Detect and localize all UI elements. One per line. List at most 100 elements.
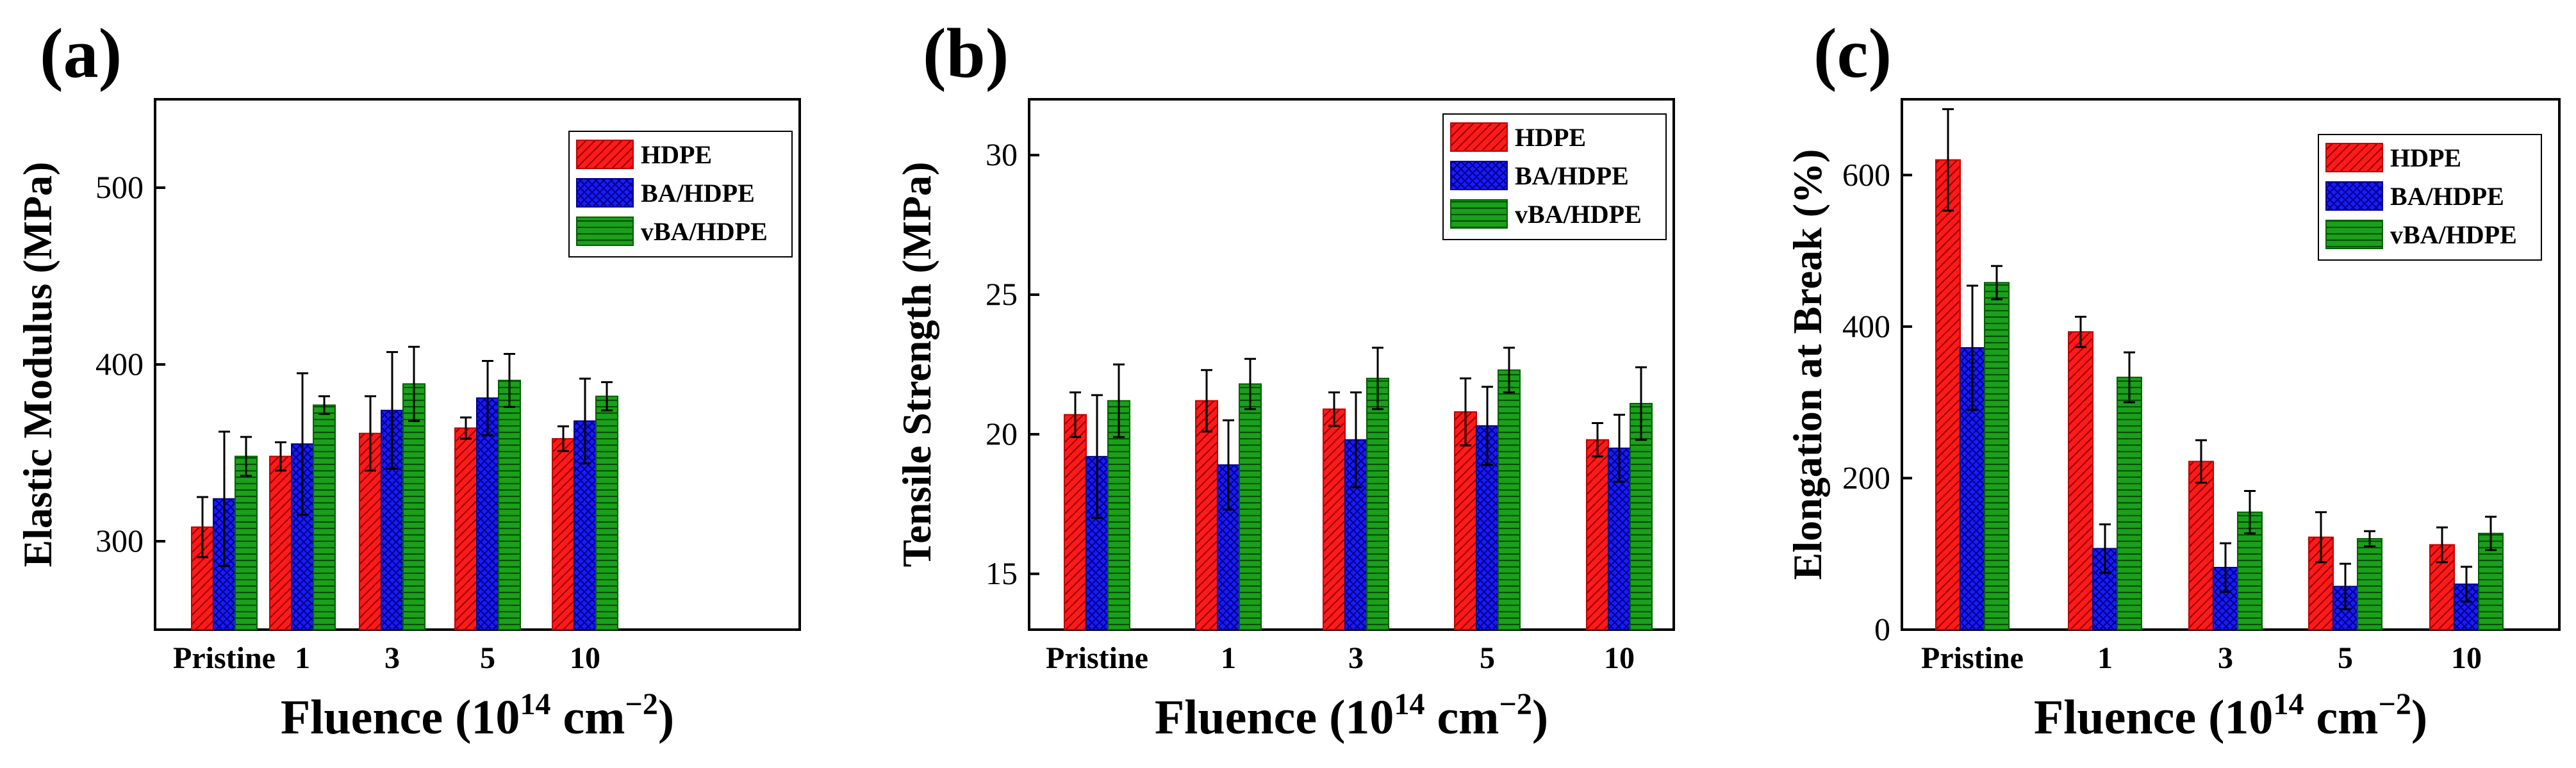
error-bar <box>365 395 376 472</box>
legend-swatch <box>576 178 634 208</box>
bar <box>1498 369 1521 630</box>
legend-label: HDPE <box>1515 123 1586 152</box>
error-bar <box>275 441 286 472</box>
legend-label: BA/HDPE <box>1515 161 1629 190</box>
error-bar <box>1069 391 1081 438</box>
x-tick-label: Pristine <box>173 641 276 675</box>
error-bar <box>2315 511 2327 564</box>
error-bar <box>2220 542 2231 593</box>
x-tick-label: 1 <box>295 641 310 675</box>
bar <box>2117 377 2142 630</box>
panel-b-ylabel: Tensile Strength (MPa) <box>894 162 939 568</box>
error-bar <box>2195 439 2207 484</box>
bar <box>1195 400 1218 631</box>
error-bar <box>1482 386 1493 466</box>
legend-swatch <box>2325 181 2383 211</box>
panel-b-xticks: Pristine 1 3 5 10 <box>1046 641 1635 675</box>
bar <box>1239 383 1262 630</box>
legend-swatch <box>576 217 634 246</box>
bar <box>2068 331 2093 630</box>
panel-a-xlabel: Fluence (1014 cm−2) <box>281 687 674 744</box>
error-bar <box>2099 523 2111 574</box>
error-bar <box>2244 490 2256 535</box>
panel-c-bars <box>1935 108 2504 631</box>
x-tick-label: 1 <box>2097 641 2113 675</box>
bar <box>1630 403 1653 630</box>
bar <box>2188 461 2214 630</box>
panel-a-bars <box>191 345 618 631</box>
error-bar <box>318 395 330 415</box>
bar <box>552 437 575 630</box>
bar <box>1366 377 1389 631</box>
x-tick-label: 5 <box>2338 641 2353 675</box>
error-bar <box>2461 566 2472 603</box>
error-bar <box>197 496 208 559</box>
error-bar <box>504 352 515 408</box>
error-bar <box>1614 413 1625 483</box>
error-bar <box>2436 526 2448 564</box>
legend-label: BA/HDPE <box>641 179 755 208</box>
y-tick-label: 20 <box>986 416 1018 452</box>
x-tick-label: 10 <box>1604 641 1635 675</box>
x-tick-label: 3 <box>384 641 400 675</box>
panel-a-yticks: 300 400 500 <box>95 169 165 559</box>
error-bar <box>2364 530 2375 548</box>
panel-b-xlabel: Fluence (1014 cm−2) <box>1155 687 1548 744</box>
y-tick-label: 15 <box>986 555 1018 591</box>
error-bar <box>2485 516 2497 551</box>
bar <box>269 455 292 631</box>
error-bar <box>1350 391 1362 489</box>
bar <box>1064 414 1087 630</box>
bar <box>313 404 336 630</box>
bar <box>1107 400 1130 631</box>
bar <box>1586 439 1609 630</box>
bar <box>454 427 477 630</box>
error-bar <box>240 436 252 477</box>
error-bar <box>1592 422 1603 458</box>
y-tick-label: 400 <box>1842 308 1890 344</box>
legend-swatch <box>576 140 634 169</box>
error-bar <box>1460 377 1471 446</box>
bar <box>498 379 521 631</box>
legend-swatch <box>1450 122 1508 152</box>
bar <box>1984 282 2010 631</box>
error-bar <box>386 351 398 470</box>
error-bar <box>2075 315 2086 348</box>
panel-a-ylabel: Elastic Modulus (MPa) <box>15 162 60 568</box>
panel-c-ylabel: Elongation at Break (%) <box>1785 149 1830 580</box>
panel-a-label: (a) <box>40 14 122 92</box>
y-tick-label: 500 <box>95 169 144 205</box>
x-tick-label: 3 <box>2218 641 2233 675</box>
error-bar <box>1967 284 1978 411</box>
legend-swatch <box>1450 161 1508 190</box>
error-bar <box>1201 369 1212 433</box>
x-tick-label: 10 <box>2451 641 2482 675</box>
error-bar <box>579 377 591 465</box>
error-bar <box>1091 394 1103 519</box>
panel-a-legend: HDPE BA/HDPE vBA/HDPE <box>568 131 793 257</box>
panel-c-xticks: Pristine 1 3 5 10 <box>1921 641 2482 675</box>
panel-b-bars <box>1064 347 1653 631</box>
x-tick-label: 3 <box>1348 641 1364 675</box>
x-tick-label: 1 <box>1221 641 1236 675</box>
panel-b-yticks: 15 20 25 30 <box>986 136 1039 591</box>
y-tick-label: 25 <box>986 276 1018 312</box>
panel-c: (c) Elongation at Break (%) 0 200 400 600 P… <box>1785 14 2561 744</box>
error-bar <box>460 416 472 440</box>
legend-label: vBA/HDPE <box>1515 200 1642 229</box>
legend-label: BA/HDPE <box>2390 182 2504 211</box>
legend-label: HDPE <box>2390 143 2461 172</box>
x-tick-label: Pristine <box>1046 641 1148 675</box>
y-tick-label: 300 <box>95 523 144 559</box>
error-bar <box>2124 351 2135 404</box>
legend-swatch <box>2325 220 2383 249</box>
panel-c-legend: HDPE BA/HDPE vBA/HDPE <box>2318 134 2542 261</box>
error-bar <box>1635 366 1647 441</box>
bar <box>1454 411 1477 631</box>
error-bar <box>219 430 230 568</box>
error-bar <box>408 345 420 422</box>
x-tick-label: Pristine <box>1921 641 2024 675</box>
panel-b-legend: HDPE BA/HDPE vBA/HDPE <box>1442 113 1667 240</box>
